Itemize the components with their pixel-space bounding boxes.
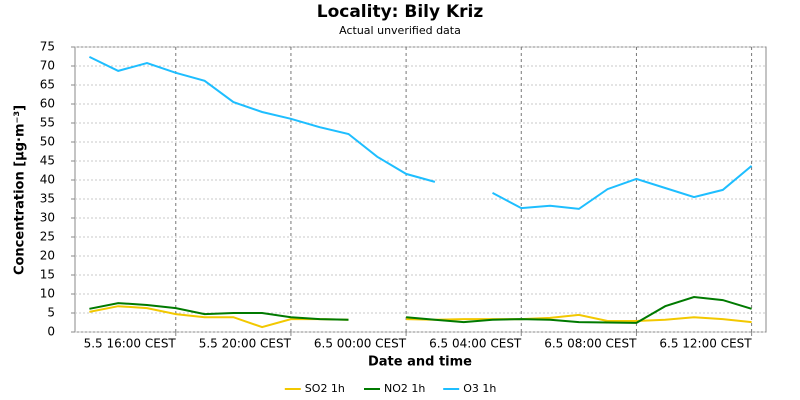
y-axis-label: Concentration [µg·m⁻³]	[13, 105, 28, 275]
data-line	[88, 56, 753, 210]
y-tick-label: 35	[40, 192, 55, 206]
x-tick-label: 6.5 12:00 CEST	[659, 337, 752, 351]
data-line	[89, 295, 752, 324]
y-tick-label: 20	[40, 249, 55, 263]
y-tick-label: 65	[40, 78, 55, 92]
x-axis-label: Date and time	[368, 355, 472, 370]
y-tick-label: 50	[40, 135, 55, 149]
legend-label: O3 1h	[463, 382, 496, 395]
chart-subtitle: Actual unverified data	[339, 24, 461, 37]
x-tick-label: 5.5 16:00 CEST	[84, 337, 177, 351]
chart-title: Locality: Bily Kriz	[317, 2, 484, 22]
x-tick-label: 5.5 20:00 CEST	[199, 337, 292, 351]
x-tick-label: 6.5 04:00 CEST	[429, 337, 522, 351]
y-tick-label: 75	[40, 40, 55, 54]
y-tick-label: 45	[40, 154, 55, 168]
y-tick-label: 60	[40, 97, 55, 111]
y-tick-label: 70	[40, 59, 55, 73]
plot-area	[74, 46, 767, 333]
x-tick-label: 6.5 08:00 CEST	[544, 337, 637, 351]
y-tick-label: 5	[47, 306, 55, 320]
y-tick-label: 10	[40, 287, 55, 301]
y-tick-label: 25	[40, 230, 55, 244]
y-tick-label: 30	[40, 211, 55, 225]
y-tick-label: 40	[40, 173, 55, 187]
y-tick-label: 55	[40, 116, 55, 130]
legend-label: SO2 1h	[305, 382, 345, 395]
x-tick-label: 6.5 00:00 CEST	[314, 337, 407, 351]
y-tick-label: 0	[47, 325, 55, 339]
y-tick-label: 15	[40, 268, 55, 282]
legend-label: NO2 1h	[384, 382, 425, 395]
